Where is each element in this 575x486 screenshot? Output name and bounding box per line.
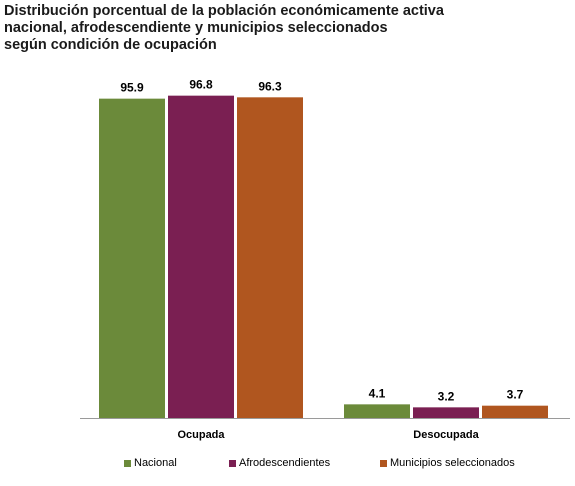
bar-desocupada-afrodescendientes bbox=[413, 407, 479, 418]
chart-title-line-2: nacional, afrodescendiente y municipios … bbox=[4, 20, 388, 36]
category-label-desocupada: Desocupada bbox=[413, 429, 479, 441]
legend-label-nacional: Nacional bbox=[134, 457, 177, 469]
legend-item-nacional: Nacional bbox=[124, 457, 177, 469]
legend-item-municipios: Municipios seleccionados bbox=[380, 457, 515, 469]
legend-swatch-municipios bbox=[380, 459, 387, 467]
bar-desocupada-nacional bbox=[344, 404, 410, 418]
bar-desocupada-municipios bbox=[482, 405, 548, 418]
chart-title-line-3: según condición de ocupación bbox=[4, 37, 217, 53]
legend-item-afrodescendientes: Afrodescendientes bbox=[229, 457, 330, 469]
bar-ocupada-nacional bbox=[99, 98, 165, 418]
bar-ocupada-afrodescendientes bbox=[168, 95, 234, 418]
data-label-ocupada-afrodescendientes: 96.8 bbox=[189, 78, 213, 92]
data-label-ocupada-nacional: 95.9 bbox=[120, 81, 144, 95]
chart-title-line-1: Distribución porcentual de la población … bbox=[4, 3, 444, 19]
data-label-desocupada-afrodescendientes: 3.2 bbox=[438, 389, 455, 403]
legend-swatch-nacional bbox=[124, 459, 131, 467]
legend-swatch-afrodescendientes bbox=[229, 459, 236, 467]
data-label-desocupada-nacional: 4.1 bbox=[369, 386, 386, 400]
bar-ocupada-municipios bbox=[237, 97, 303, 419]
legend-label-municipios: Municipios seleccionados bbox=[390, 457, 515, 469]
legend-label-afrodescendientes: Afrodescendientes bbox=[239, 457, 331, 469]
category-label-ocupada: Ocupada bbox=[177, 429, 225, 441]
chart-legend: Nacional Afrodescendientes Municipios se… bbox=[0, 457, 575, 475]
data-label-desocupada-municipios: 3.7 bbox=[507, 388, 524, 402]
chart-title: Distribución porcentual de la población … bbox=[4, 3, 564, 54]
data-label-ocupada-municipios: 96.3 bbox=[258, 79, 282, 93]
